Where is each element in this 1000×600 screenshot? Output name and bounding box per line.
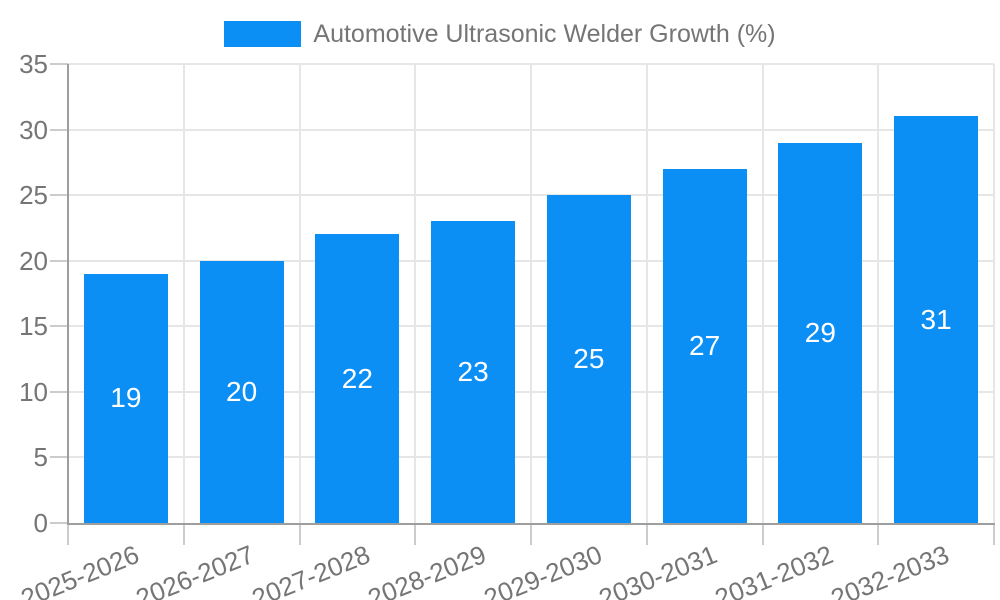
v-gridline bbox=[182, 64, 185, 523]
x-axis-label: 2028-2029 bbox=[363, 539, 490, 600]
x-tick bbox=[414, 525, 417, 545]
x-tick bbox=[67, 525, 69, 545]
x-tick bbox=[993, 525, 995, 545]
v-gridline bbox=[761, 64, 764, 523]
bar bbox=[199, 260, 284, 523]
x-axis-label: 2029-2030 bbox=[479, 539, 606, 600]
x-axis-label: 2026-2027 bbox=[131, 539, 259, 600]
bar-value-label: 25 bbox=[573, 343, 605, 375]
v-gridline bbox=[414, 64, 417, 523]
v-gridline bbox=[877, 64, 880, 523]
y-axis-label: 35 bbox=[19, 49, 48, 79]
x-tick bbox=[530, 525, 532, 545]
y-axis-line bbox=[67, 64, 69, 525]
bar bbox=[431, 221, 516, 523]
x-axis-label: 2031-2032 bbox=[710, 539, 838, 600]
bar bbox=[315, 234, 400, 523]
x-axis-line bbox=[67, 523, 995, 525]
bar-value-label: 23 bbox=[457, 356, 489, 388]
y-tick bbox=[50, 390, 68, 393]
x-tick bbox=[645, 525, 648, 545]
v-gridline bbox=[530, 64, 532, 523]
y-tick bbox=[50, 128, 68, 131]
bar bbox=[662, 168, 747, 523]
bar bbox=[778, 142, 863, 523]
x-tick bbox=[298, 525, 301, 545]
x-axis-label: 2030-2031 bbox=[594, 539, 722, 600]
legend-label: Automotive Ultrasonic Welder Growth (%) bbox=[313, 19, 776, 48]
x-axis-label: 2027-2028 bbox=[247, 539, 375, 600]
y-tick bbox=[50, 259, 68, 262]
y-tick bbox=[50, 63, 68, 65]
v-gridline bbox=[298, 64, 301, 523]
x-axis-label: 2025-2026 bbox=[16, 539, 143, 600]
y-axis-label: 30 bbox=[19, 114, 48, 145]
v-gridline bbox=[993, 64, 995, 523]
bar-value-label: 20 bbox=[226, 375, 258, 407]
y-tick bbox=[50, 194, 68, 197]
y-tick bbox=[50, 522, 68, 524]
y-axis-label: 5 bbox=[33, 442, 48, 473]
bar-value-label: 27 bbox=[689, 329, 721, 361]
y-tick bbox=[50, 325, 68, 328]
bar-value-label: 31 bbox=[920, 303, 952, 335]
bar bbox=[546, 195, 631, 523]
y-axis-label: 15 bbox=[19, 311, 48, 342]
x-axis-label: 2032-2033 bbox=[826, 539, 953, 600]
x-tick bbox=[877, 525, 880, 545]
x-tick bbox=[182, 525, 185, 545]
bar-value-label: 29 bbox=[804, 316, 836, 348]
legend-swatch bbox=[224, 21, 302, 47]
bar bbox=[894, 116, 979, 523]
v-gridline bbox=[645, 64, 648, 523]
bar-value-label: 22 bbox=[341, 362, 373, 394]
y-axis-label: 0 bbox=[33, 508, 48, 538]
y-tick bbox=[50, 456, 68, 459]
legend: Automotive Ultrasonic Welder Growth (%) bbox=[0, 19, 1000, 49]
y-axis-label: 25 bbox=[19, 180, 48, 211]
x-tick bbox=[761, 525, 764, 545]
y-axis-label: 10 bbox=[19, 376, 48, 407]
y-axis-label: 20 bbox=[19, 245, 48, 276]
bar-value-label: 19 bbox=[110, 382, 142, 414]
bar bbox=[83, 273, 168, 523]
